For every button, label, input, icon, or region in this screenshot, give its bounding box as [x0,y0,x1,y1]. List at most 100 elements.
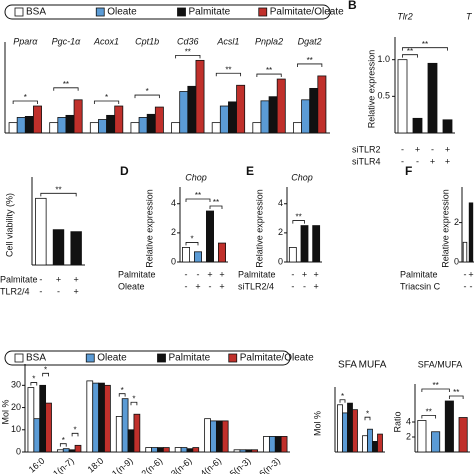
significance-bracket [30,382,38,386]
legend-box [4,4,331,20]
significance-label: ** [185,47,191,56]
condition-sign: - [401,144,404,154]
significance-bracket [71,432,79,437]
condition-sign: - [185,281,188,291]
condition-sign: + [445,156,450,166]
y-axis-label: Mol % [0,399,10,424]
significance-label: ** [422,40,428,49]
panel-label: D [120,164,129,178]
bar [352,409,358,453]
bar [251,449,259,453]
category-label: MUFA [359,360,387,371]
condition-sign: - [185,269,188,279]
legend-swatch [14,353,24,363]
condition-label: Palmitate [400,269,438,279]
x-tick-label: 22:5(n-3) [218,456,252,474]
bar [268,436,276,453]
condition-sign: + [430,156,435,166]
chart-title: T [466,11,473,21]
bar [427,62,438,134]
bar [8,122,18,134]
legend-swatch [157,353,166,363]
bar [104,384,111,453]
bar [192,447,200,453]
legend-label: BSA [26,353,46,364]
condition-label: Palmitate [118,269,156,279]
bar [217,242,226,263]
significance-label: ** [213,198,219,207]
significance-label: ** [433,381,439,390]
legend-label: Palmitate/Oleate [240,353,314,364]
significance-bracket [185,198,211,203]
condition-sign: - [39,286,42,296]
bar [193,251,202,263]
panel-label: E [246,164,254,178]
condition-sign: - [303,281,306,291]
bar [211,122,221,134]
category-label: Cpt1b [135,36,159,46]
condition-sign: - [416,156,419,166]
bar [171,122,181,134]
bar [133,413,141,453]
significance-bracket [130,401,138,406]
category-label: Pgc-1α [52,36,82,46]
bar [268,96,278,134]
significance-label: ** [407,47,413,56]
bar [45,402,52,453]
bar [98,382,105,453]
condition-sign: + [207,269,212,279]
bar [154,106,164,134]
x-tick-label: 18:2(n-6) [130,456,164,474]
bar [115,416,123,453]
bar [221,420,229,453]
legend-label: BSA [26,7,46,18]
legend-label: Oleate [107,7,137,18]
bar [245,449,253,453]
bar [138,117,148,134]
bar [412,117,423,134]
y-axis-label: Relative expression [144,189,154,268]
y-tick-label: 4 [406,416,411,426]
bar [239,449,247,453]
legend-box [4,350,291,366]
significance-bracket [364,416,371,421]
bar [62,448,70,453]
bar [337,404,343,453]
y-tick-label: 4 [278,198,283,208]
condition-label: Oleate [118,281,145,291]
x-tick-label: 18:1(n-9) [100,456,134,474]
bar [179,91,189,134]
significance-label: * [341,392,344,401]
y-tick-label: 10 [11,424,21,434]
legend-label: Palmitate [189,7,231,18]
significance-bracket [40,192,77,197]
y-tick-label: 0 [16,446,21,456]
significance-label: * [366,409,369,418]
bar [145,447,153,453]
condition-label: siTLR2/4 [238,281,274,291]
bar [186,448,194,453]
condition-sign: + [56,274,61,284]
y-axis-label: Relative expression [440,189,450,268]
bar [205,210,214,263]
bar [114,105,124,134]
bar [151,447,158,453]
bar [347,402,353,453]
condition-sign: + [445,144,450,154]
significance-bracket [175,54,201,59]
significance-label: ** [225,65,231,74]
y-axis-label: Mol % [312,411,322,436]
condition-sign: - [291,281,294,291]
y-tick-label: 20 [11,402,21,412]
bar [300,225,309,263]
bar [39,384,47,453]
category-label: Acsl1 [216,36,239,46]
condition-label: siTLR2 [352,144,381,154]
bar [68,449,76,453]
significance-label: * [32,375,35,384]
bar [468,202,474,263]
significance-label: ** [307,56,313,65]
bar [16,117,26,134]
condition-sign: + [415,144,420,154]
